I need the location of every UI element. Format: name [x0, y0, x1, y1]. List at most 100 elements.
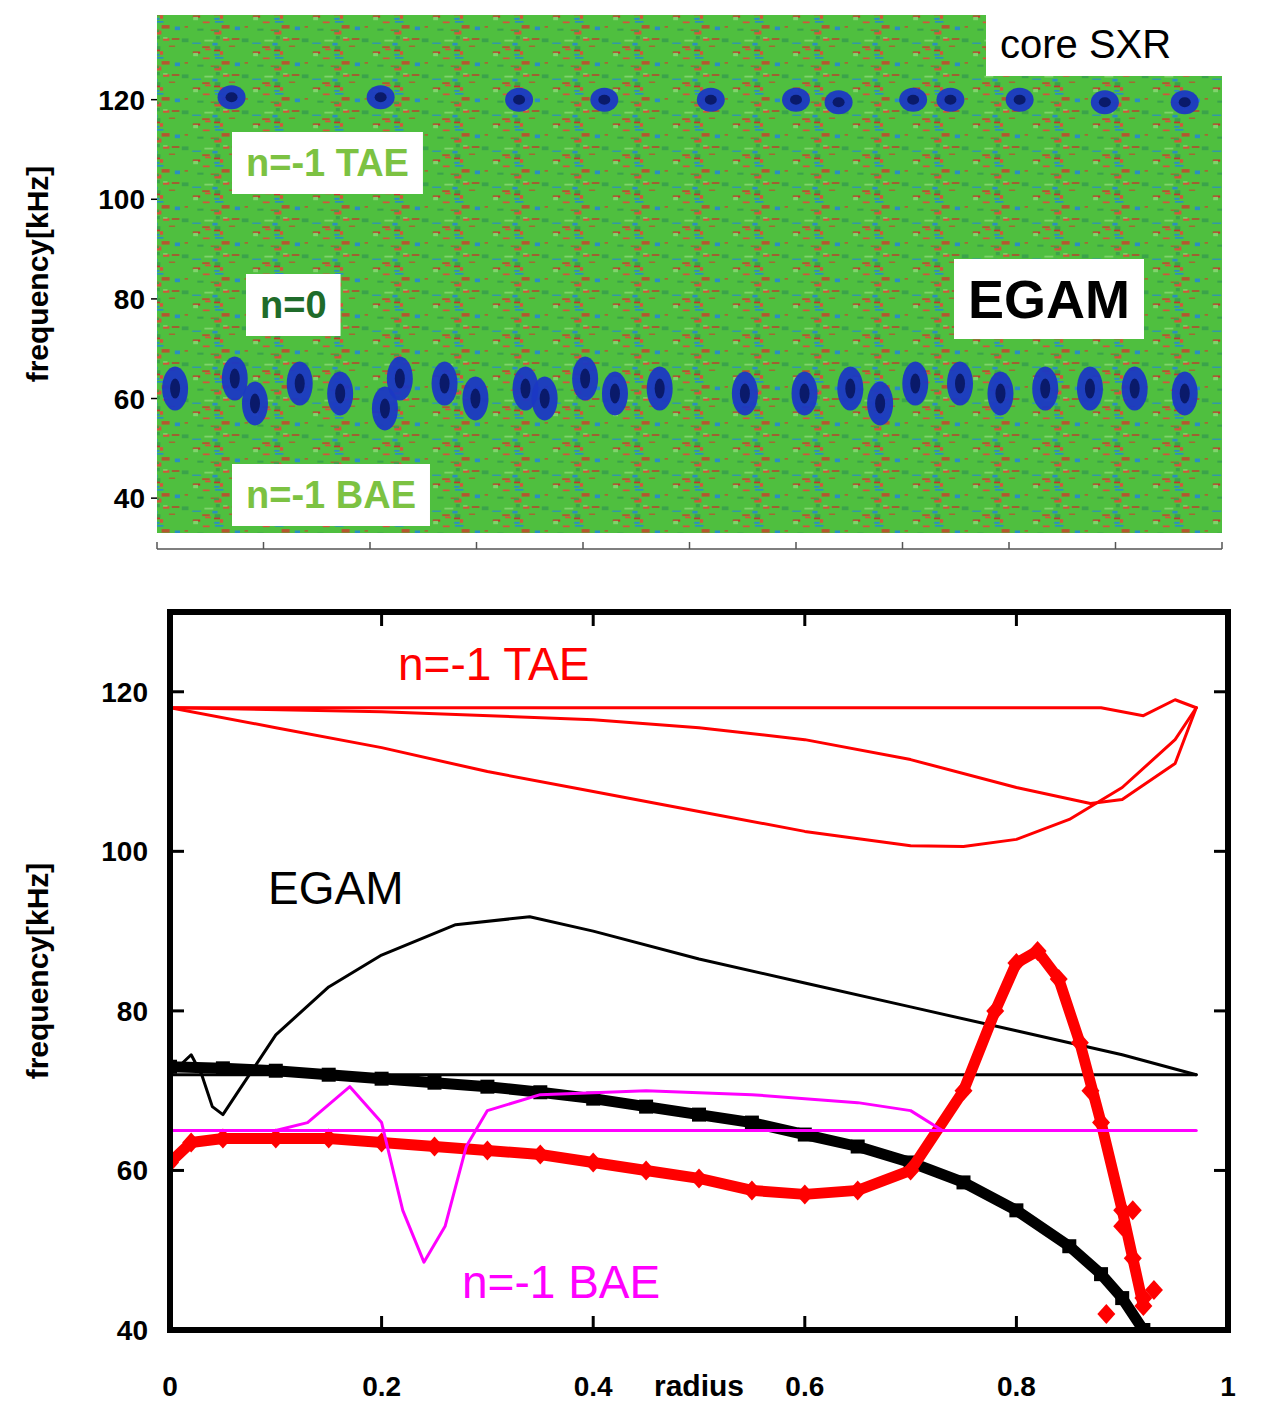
y-tick [1214, 850, 1228, 853]
x-tick [592, 1316, 595, 1330]
burst-core [1099, 97, 1111, 107]
x-tick [803, 612, 806, 626]
burst-core [800, 384, 810, 404]
square-marker [480, 1080, 494, 1094]
mode-burst [987, 372, 1013, 416]
x-tick-label: 0.2 [362, 1371, 401, 1402]
mode-burst [602, 372, 628, 416]
burst-core [395, 369, 405, 389]
x-tick [689, 542, 691, 549]
square-marker [957, 1175, 971, 1189]
burst-core [907, 95, 919, 105]
mode-burst [899, 88, 927, 112]
mode-burst [647, 367, 673, 411]
diamond-marker [1145, 1280, 1163, 1300]
diamond-marker [902, 1160, 920, 1180]
y-tick [170, 1169, 184, 1172]
burst-core [1130, 379, 1140, 399]
x-tick [1115, 542, 1117, 549]
mode-burst [1091, 90, 1119, 114]
x-tick [380, 612, 383, 626]
diamond-marker [1007, 953, 1025, 973]
y-tick [170, 1329, 184, 1332]
diamond-marker [1124, 1200, 1142, 1220]
curve [170, 1087, 942, 1263]
mode-burst [1006, 88, 1034, 112]
x-tick [263, 542, 265, 549]
y-tick-label: 100 [98, 184, 145, 215]
diamond-marker [1029, 941, 1047, 961]
x-tick-label: 0.6 [785, 1371, 824, 1402]
annotation-text: EGAM [968, 269, 1130, 329]
mode-burst [532, 377, 558, 421]
mode-burst [825, 90, 853, 114]
burst-core [610, 384, 620, 404]
x-tick [476, 542, 478, 549]
y-tick [1214, 1329, 1228, 1332]
square-marker [428, 1076, 442, 1090]
annotation-box [954, 259, 1144, 339]
burst-core [295, 374, 305, 394]
y-tick-label: 40 [117, 1315, 148, 1346]
burst-core [226, 92, 238, 102]
x-tick [1015, 1316, 1018, 1330]
square-marker [375, 1072, 389, 1086]
mode-burst [590, 88, 618, 112]
annotation: n=0 [246, 274, 341, 336]
annotation-box [246, 274, 341, 336]
x-tick [803, 1316, 806, 1330]
y-axis-title: frequency[kHz] [21, 863, 54, 1080]
spectrogram-background [157, 15, 1222, 533]
burst-core [540, 389, 550, 409]
x-axis-title: radius [654, 1369, 744, 1402]
square-marker [851, 1140, 865, 1154]
burst-core [250, 394, 260, 414]
curve [170, 700, 1196, 716]
burst-core [170, 379, 180, 399]
burst-core [513, 95, 525, 105]
burst-core [910, 374, 920, 394]
annotation: n=-1 BAE [462, 1256, 660, 1308]
burst-core [380, 398, 390, 418]
square-marker [322, 1068, 336, 1082]
x-tick-label: 1 [1220, 1371, 1236, 1402]
y-tick [170, 850, 184, 853]
x-tick [380, 1316, 383, 1330]
burst-core [1014, 95, 1026, 105]
curve [170, 951, 1143, 1306]
diamond-marker [426, 1137, 444, 1157]
y-tick-label: 120 [101, 677, 148, 708]
diamond-marker [478, 1141, 496, 1161]
y-tick [151, 398, 157, 400]
y-tick-label: 80 [114, 284, 145, 315]
curve [170, 1067, 1143, 1330]
mode-burst [1032, 367, 1058, 411]
curve [170, 708, 1196, 847]
burst-core [440, 374, 450, 394]
burst-core [705, 95, 717, 105]
burst-core [655, 379, 665, 399]
annotation: EGAM [268, 862, 403, 914]
y-tick [170, 1009, 184, 1012]
burst-core [845, 379, 855, 399]
diamond-marker [1050, 969, 1068, 989]
diamond-marker [743, 1180, 761, 1200]
y-tick [170, 690, 184, 693]
mode-burst [936, 88, 964, 112]
diamond-marker [531, 1144, 549, 1164]
burst-core [598, 95, 610, 105]
square-marker [1094, 1267, 1108, 1281]
mode-burst [1172, 372, 1198, 416]
square-marker [269, 1064, 283, 1078]
square-marker [216, 1061, 230, 1075]
y-axis-title: frequency[kHz] [21, 166, 54, 383]
diamond-marker [637, 1160, 655, 1180]
plot-marks [170, 700, 1196, 1330]
mode-burst [697, 88, 725, 112]
burst-core [335, 384, 345, 404]
burst-core [520, 379, 530, 399]
y-tick [1214, 690, 1228, 693]
mode-burst [462, 377, 488, 421]
burst-core [1180, 384, 1190, 404]
square-marker [1115, 1291, 1129, 1305]
